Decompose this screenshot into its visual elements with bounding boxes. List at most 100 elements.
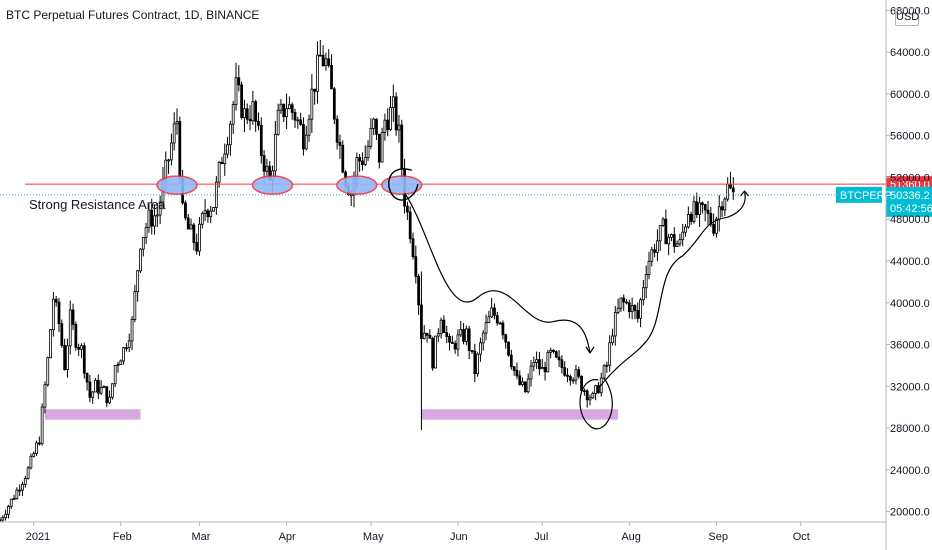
candle-down [77, 347, 81, 350]
candle-down [405, 205, 409, 213]
candle-up [588, 397, 592, 401]
candle-up [389, 107, 392, 131]
candle-up [40, 406, 44, 445]
candle-up [175, 121, 179, 125]
candle-down [63, 344, 67, 371]
candle-down [512, 366, 516, 371]
candle-up [209, 210, 213, 218]
candle-up [422, 332, 426, 339]
candle-down [425, 332, 429, 336]
y-tick-label: 32000.0 [890, 381, 930, 393]
candle-down [450, 341, 454, 344]
candle-up [686, 214, 690, 228]
candle-down [192, 224, 196, 243]
candle-down [695, 201, 699, 215]
support-zone [44, 409, 141, 420]
candle-down [495, 315, 499, 324]
candle-down [543, 366, 547, 373]
candle-down [186, 217, 190, 230]
candle-up [144, 227, 148, 238]
candle-up [265, 165, 269, 172]
candle-up [608, 342, 612, 366]
y-tick-label: 48000.0 [890, 214, 930, 226]
x-tick-label: Feb [113, 531, 132, 543]
candle-up [675, 243, 679, 247]
candle-up [692, 201, 696, 222]
candle-up [630, 305, 634, 312]
candle-down [60, 323, 64, 346]
candle-up [189, 224, 193, 230]
currency-label[interactable]: USD [895, 8, 919, 26]
candle-up [158, 201, 162, 216]
candle-down [88, 381, 92, 398]
candle-down [411, 238, 415, 258]
candle-up [296, 119, 300, 122]
candle-down [206, 210, 210, 218]
candle-up [68, 309, 72, 347]
candle-down [557, 356, 561, 361]
candle-up [43, 384, 47, 408]
candle-down [627, 302, 631, 312]
candle-up [698, 202, 701, 215]
current-price-tag [886, 186, 932, 217]
symbol-tag [836, 186, 882, 203]
candle-up [15, 489, 19, 499]
candle-down [473, 350, 477, 374]
candle-down [622, 297, 626, 303]
x-tick-label: Sep [708, 531, 728, 543]
candle-up [391, 96, 395, 109]
candle-down [597, 385, 600, 394]
candle-down [220, 161, 224, 165]
candle-up [678, 239, 682, 245]
candle-down [37, 442, 41, 445]
candle-down [237, 77, 241, 86]
symbol-label: BTCPERP [840, 190, 892, 202]
candle-up [670, 234, 673, 238]
candle-up [487, 316, 491, 324]
candle-up [200, 213, 204, 225]
candle-down [386, 119, 390, 131]
y-tick-label: 60000.0 [890, 89, 930, 101]
candle-down [554, 351, 558, 358]
candle-up [147, 209, 151, 228]
candle-up [217, 161, 221, 183]
candle-up [656, 240, 659, 253]
candle-up [155, 214, 159, 217]
resistance-touch-oval [156, 175, 198, 195]
candle-down [664, 218, 668, 245]
candle-up [546, 351, 550, 373]
y-tick-label: 56000.0 [890, 131, 930, 143]
candle-up [723, 198, 727, 211]
candle-up [251, 101, 255, 122]
candle-down [417, 275, 421, 306]
candle-down [538, 359, 541, 370]
candle-up [439, 319, 443, 335]
candle-up [169, 142, 173, 161]
candle-up [80, 345, 83, 350]
candle-down [552, 349, 555, 353]
candle-down [240, 84, 244, 118]
candle-up [380, 132, 384, 163]
candle-up [639, 299, 642, 319]
candle-up [99, 386, 103, 394]
candle-down [580, 375, 583, 391]
chart-title: BTC Perpetual Futures Contract, 1D, BINA… [6, 8, 260, 22]
candle-down [706, 209, 710, 214]
candle-up [212, 207, 215, 212]
y-tick-label: 64000.0 [890, 47, 930, 59]
candle-down [125, 347, 128, 350]
candle-up [619, 297, 623, 309]
candle-down [636, 309, 640, 319]
bar-countdown-label: 05:42:56 [890, 203, 932, 215]
candle-up [616, 307, 620, 313]
candle-up [526, 378, 530, 393]
candle-down [330, 64, 333, 90]
candle-up [476, 353, 480, 374]
candle-down [712, 223, 716, 234]
candle-up [459, 329, 463, 336]
candle-up [122, 347, 126, 362]
x-tick-label: Mar [191, 531, 210, 543]
candle-down [358, 157, 362, 162]
candle-down [377, 133, 381, 163]
